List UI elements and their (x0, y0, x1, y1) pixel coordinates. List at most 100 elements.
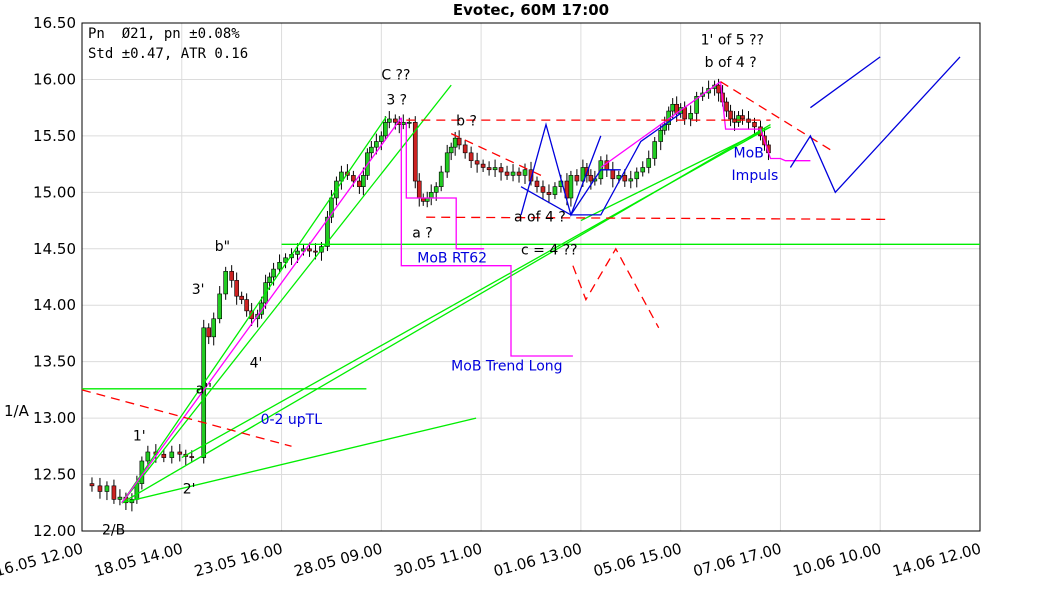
candle-body (474, 160, 480, 165)
candle-body (267, 276, 272, 283)
trend-line (789, 56, 961, 194)
y-tick-label: 16.00 (33, 70, 76, 88)
candle-body (234, 280, 239, 297)
candle-body (329, 197, 334, 218)
x-tick-label: 01.06 13.00 (492, 539, 584, 580)
candle-body (161, 453, 167, 458)
trend-line (181, 126, 771, 459)
grid (81, 22, 981, 532)
candle-body (510, 171, 516, 176)
annotation-label: C ?? (381, 67, 410, 83)
annotation-label: 2/B (102, 522, 125, 538)
candle-body (516, 171, 522, 176)
x-tick-label: 28.05 09.00 (292, 539, 384, 580)
trend-line (400, 117, 573, 357)
candle-body (504, 171, 510, 176)
candle-body (540, 186, 546, 193)
candle-body (688, 113, 693, 120)
trend-line (405, 122, 485, 250)
candle-body (433, 186, 439, 193)
y-tick-label: 15.50 (33, 127, 76, 145)
candle-body (646, 158, 652, 168)
trend-line (570, 112, 682, 216)
trend-line (121, 116, 387, 504)
candle-body (217, 293, 222, 320)
annotation-label: 3' (192, 282, 205, 298)
x-tick-label: 07.06 17.00 (691, 539, 783, 580)
candle-body (249, 310, 254, 320)
candle-body (546, 192, 552, 195)
plot-area (81, 22, 981, 532)
candle-body (468, 152, 474, 162)
trend-line (426, 216, 891, 221)
annotation-label: 3 ? (386, 92, 407, 108)
y-tick-label: 13.50 (33, 353, 76, 371)
candle-body (652, 141, 658, 159)
candle-body (169, 451, 175, 458)
candle-body (393, 118, 398, 123)
candle-body (277, 262, 282, 270)
trend-line (520, 169, 621, 216)
candle-body (145, 451, 151, 462)
candle-body (628, 178, 634, 182)
candle-body (383, 122, 388, 137)
candle-body (448, 146, 454, 154)
candle-body (295, 250, 300, 255)
annotation-label: 4' (250, 355, 263, 371)
candle-body (339, 171, 344, 182)
candle-body (736, 115, 741, 123)
candle-body (206, 327, 212, 338)
candle-body (369, 146, 374, 154)
candle-body (189, 456, 195, 458)
candle-body (740, 115, 745, 120)
y-tick-label: 16.50 (33, 14, 76, 32)
trend-line (719, 81, 811, 162)
x-tick-label: 30.05 11.00 (392, 539, 484, 580)
annotation-label: b ? (456, 114, 477, 130)
candle-body (588, 175, 594, 182)
candle-body (486, 167, 492, 171)
trend-line (81, 389, 292, 447)
candle-body (361, 175, 366, 187)
candle-body (177, 451, 183, 455)
candle-body (117, 496, 123, 500)
y-axis: 12.00 12.50 13.00 13.50 14.00 14.50 15.00 15.50… (33, 14, 76, 540)
candle-body (634, 171, 640, 180)
candle-body (307, 248, 312, 252)
candle-body (379, 135, 384, 142)
candle-body (428, 192, 434, 199)
chart-title: Evotec, 60M 17:00 (453, 1, 609, 19)
annotations: C ?? 3 ? b ? 1' of 5 ?? b of 4 ? MoB Impuls b" a… (102, 32, 778, 538)
candle-body (752, 122, 757, 128)
candle-body (357, 180, 362, 187)
candle-body (325, 216, 330, 247)
stats-line-2: Std ±0.47, ATR 0.16 (88, 46, 248, 62)
annotation-label: MoB (734, 145, 764, 161)
candle-body (374, 141, 379, 148)
annotation-label: 1' of 5 ?? (701, 32, 764, 48)
trend-line (520, 122, 602, 217)
candle-body (456, 137, 462, 146)
candle-body (462, 144, 468, 154)
candles (89, 78, 771, 512)
candle-body (412, 122, 418, 182)
candle-body (406, 122, 412, 124)
annotation-label: a of 4 ? (514, 210, 566, 226)
candle-body (716, 84, 721, 94)
candle-body (452, 137, 458, 148)
candle-body (438, 171, 444, 187)
y-tick-label: 13.00 (33, 409, 76, 427)
trend-line (572, 247, 660, 329)
x-tick-label: 14.06 12.00 (891, 539, 983, 580)
candle-body (480, 163, 486, 168)
candle-body (640, 167, 646, 173)
trend-line (121, 84, 452, 504)
candle-body (89, 483, 95, 487)
y-axis-label: 1/A (4, 402, 30, 420)
candle-body (694, 96, 699, 114)
x-tick-label: 10.06 10.00 (791, 539, 883, 580)
candle-body (104, 485, 110, 492)
trend-line (450, 133, 542, 176)
annotation-label: b" (215, 239, 230, 255)
